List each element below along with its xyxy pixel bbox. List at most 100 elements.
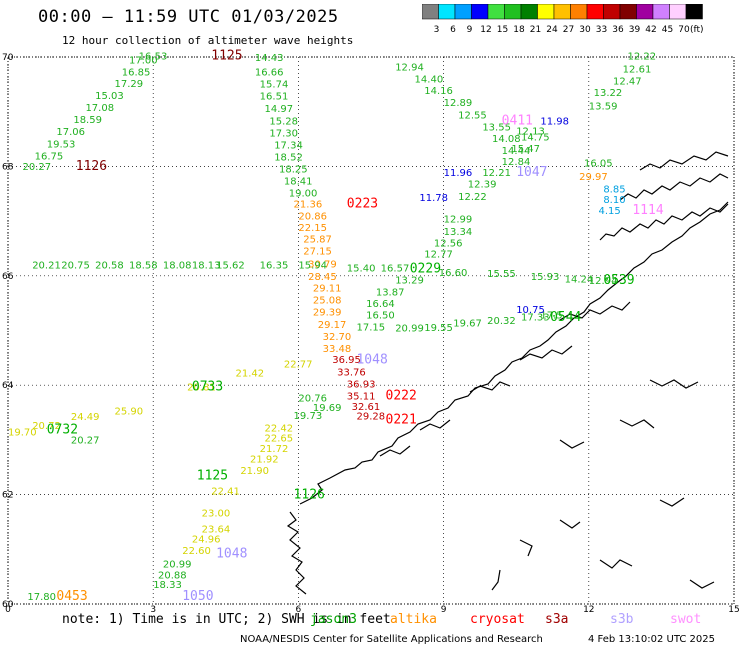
swh-value-label: 17.06 [56,127,85,138]
lon-tick-label: 3 [150,605,156,615]
swh-value-label: 33.76 [337,367,366,378]
swh-value-label: 22.77 [284,360,313,371]
lat-tick-label: 64 [2,381,14,391]
swh-value-label: 18.13 [192,261,221,272]
swh-value-label: 12.13 [516,127,545,138]
pass-time-label: 0221 [386,412,417,427]
lat-tick-label: 60 [2,600,14,610]
scale-tick-label: 27 [563,25,574,35]
scale-tick-label: 3 [434,25,440,35]
swh-value-label: 16.85 [122,68,151,79]
satellite-legend-altika: altika [390,612,437,627]
swh-value-label: 20.76 [298,394,327,405]
coastline-segment [559,519,581,529]
swh-value-label: 27.15 [303,246,332,257]
scale-swatch [685,4,703,20]
scale-tick-label: 9 [467,25,473,35]
coastline-segment [689,579,715,589]
coastline-segment [299,201,729,505]
swh-value-label: 28.45 [308,272,337,283]
coastline-segment [619,419,655,429]
pass-time-label: 1047 [516,165,547,180]
swh-value-label: 32.61 [352,402,381,413]
swh-value-label: 22.65 [265,434,294,445]
swh-value-label: 15.62 [216,261,245,272]
swh-value-label: 22.41 [211,487,240,498]
satellite-legend-cryosat: cryosat [470,612,525,627]
swh-value-label: 12.21 [482,168,511,179]
swh-value-label: 8.10 [603,195,625,206]
scale-tick-label: 33 [596,25,607,35]
coastline-segment [599,203,729,241]
swh-value-label: 22.15 [298,223,327,234]
pass-time-label: 1050 [182,589,213,604]
swh-value-label: 16.50 [366,310,395,321]
swh-value-label: 17.00 [129,56,158,67]
swh-value-label: 14.75 [521,133,550,144]
coastline-segment [491,569,501,591]
swh-value-label: 33.48 [323,344,352,355]
swh-value-label: 12.84 [502,157,531,168]
satellite-legend-swot: swot [670,612,702,627]
footer-note: note: 1) Time is in UTC; 2) SWH is in fe… [62,612,391,627]
swh-value-label: 14.16 [424,86,453,97]
swh-value-label: 18.08 [163,261,192,272]
coastline-segment [469,381,511,393]
swh-value-label: 17.29 [114,79,143,90]
pass-time-label: 1125 [197,468,228,483]
lon-tick-label: 0 [5,605,11,615]
swh-value-label: 16.05 [584,158,613,169]
swh-value-label: 19.55 [424,323,453,334]
pass-time-label: 1126 [76,159,107,174]
scale-tick-label: 24 [546,25,558,35]
swh-value-label: 17.80 [27,592,56,603]
swh-value-label: 12.22 [458,192,487,203]
swh-tracks: 16.5317.0016.8517.2915.0317.0818.5917.06… [8,52,656,603]
swh-value-label: 12.55 [458,110,487,121]
swh-value-label: 12.94 [395,63,424,74]
scale-tick-label: 18 [513,25,525,35]
swh-value-label: 18.25 [279,164,308,175]
pass-time-label: 1048 [356,352,387,367]
satellite-legend-s3a: s3a [545,612,569,627]
swh-value-label: 14.97 [265,104,294,115]
pass-time-label: 0732 [47,422,78,437]
coastline-segment [559,439,585,449]
swh-value-label: 15.28 [269,116,298,127]
swh-value-label: 12.22 [628,52,657,63]
swh-value-label: 14.08 [492,134,521,145]
swh-value-label: 15.93 [531,272,560,283]
swh-value-label: 20.81 [187,383,216,394]
swh-value-label: 15.55 [487,269,516,280]
swh-value-label: 12.99 [444,215,473,226]
swh-value-label: 18.59 [73,115,102,126]
swh-value-label: 21.92 [250,454,279,465]
swh-value-label: 14.40 [415,75,444,86]
swh-value-label: 11.96 [444,168,473,179]
swh-value-label: 16.66 [255,68,284,79]
scale-tick-label: 42 [645,25,656,35]
swh-value-label: 20.99 [395,324,424,335]
swh-value-label: 11.78 [419,193,448,204]
swh-value-label: 20.99 [163,559,192,570]
pass-time-label: 0223 [347,196,378,211]
map-title: 00:00 – 11:59 UTC 01/03/2025 [38,7,339,27]
swh-value-label: 12.47 [613,76,642,87]
swh-value-label: 25.90 [114,407,143,418]
swh-value-label: 17.30 [269,128,298,139]
swh-value-label: 17.5 [540,310,562,321]
swh-value-label: 21.72 [260,444,289,455]
swh-value-label: 19.00 [289,188,318,199]
pass-time-label: 1125 [211,49,242,64]
scale-tick-label: 21 [530,25,541,35]
swh-value-label: 22.60 [182,546,211,557]
swh-value-label: 16.75 [35,151,64,162]
swh-value-label: 22.42 [265,424,294,435]
swh-value-label: 20.27 [23,162,52,173]
coastline-segment [419,419,451,431]
swh-value-label: 19.67 [453,319,482,330]
swh-value-label: 15.74 [260,80,289,91]
swh-value-label: 17.33 [521,313,550,324]
coastline-segment [639,151,729,171]
swh-value-label: 20.72 [32,421,61,432]
